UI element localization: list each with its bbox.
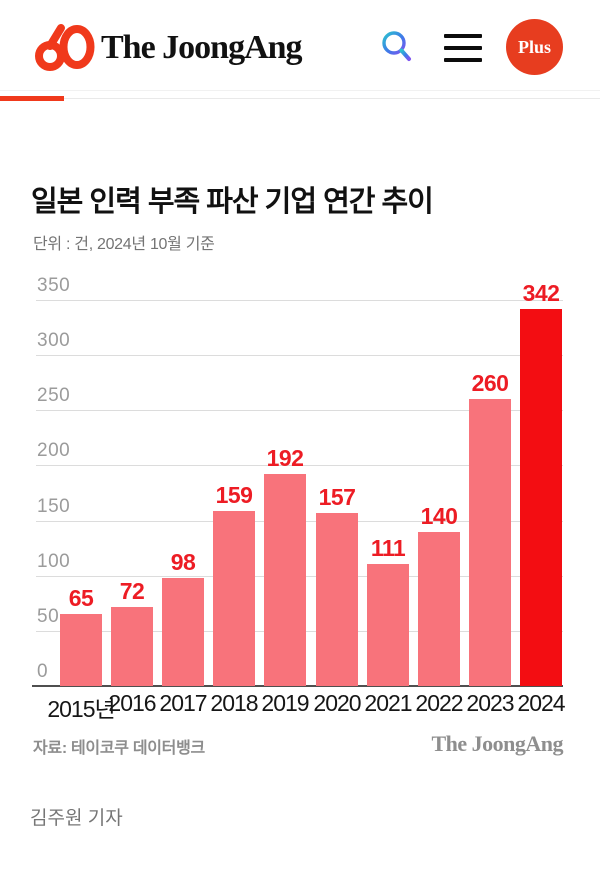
read-progress-fill xyxy=(0,96,64,101)
gridline xyxy=(36,465,563,466)
reporter-byline[interactable]: 김주원 기자 xyxy=(30,808,123,829)
bar-value-label: 342 xyxy=(522,280,560,306)
y-tick-label: 150 xyxy=(37,496,71,517)
chart-bar xyxy=(213,511,255,686)
bar-value-label: 98 xyxy=(170,549,196,575)
bar-value-label: 192 xyxy=(266,445,304,471)
logo-link[interactable]: The JoongAng xyxy=(33,22,303,74)
chart-unit-note: 단위 : 건, 2024년 10월 기준 xyxy=(33,236,215,253)
chart-bar xyxy=(316,513,358,686)
x-axis-label: 2022 xyxy=(415,690,463,716)
menu-bar xyxy=(444,34,482,38)
gridline xyxy=(36,300,563,301)
x-axis-label: 2019 xyxy=(261,690,309,716)
read-progress-track xyxy=(0,98,600,99)
plus-button[interactable]: Plus xyxy=(506,19,563,75)
x-axis-label: 2024 xyxy=(517,690,565,716)
x-axis-label: 2023 xyxy=(466,690,514,716)
header-divider xyxy=(0,90,600,91)
y-tick-label: 0 xyxy=(37,661,49,682)
menu-bar xyxy=(444,58,482,62)
chart-bar xyxy=(162,578,204,686)
bar-value-label: 157 xyxy=(318,484,356,510)
chart-bar xyxy=(111,607,153,686)
chart-bar xyxy=(367,564,409,686)
chart-title: 일본 인력 부족 파산 기업 연간 추이 xyxy=(31,186,434,218)
search-icon[interactable] xyxy=(378,28,416,66)
bar-value-label: 72 xyxy=(119,578,145,604)
menu-bar xyxy=(444,46,482,50)
bar-value-label: 65 xyxy=(68,585,94,611)
bar-value-label: 159 xyxy=(215,482,253,508)
x-axis-label: 2021 xyxy=(364,690,412,716)
x-axis-label: 2017 xyxy=(159,690,207,716)
bar-value-label: 111 xyxy=(370,535,406,561)
y-tick-label: 300 xyxy=(37,330,71,351)
gridline xyxy=(36,355,563,356)
chart-bar xyxy=(264,474,306,686)
y-tick-label: 100 xyxy=(37,551,71,572)
logo-text: The JoongAng xyxy=(101,29,303,66)
gridline xyxy=(36,410,563,411)
x-axis-label: 2016 xyxy=(108,690,156,716)
x-axis-label: 2018 xyxy=(210,690,258,716)
joongang-watermark: The JoongAng xyxy=(431,731,563,756)
chart-bar xyxy=(60,614,102,686)
y-tick-label: 250 xyxy=(37,385,71,406)
y-tick-label: 50 xyxy=(37,606,60,627)
chart-bar xyxy=(469,399,511,686)
x-axis-label: 2020 xyxy=(313,690,361,716)
bar-value-label: 140 xyxy=(420,503,458,529)
chart-bar xyxy=(418,532,460,686)
bar-value-label: 260 xyxy=(471,370,509,396)
chart-bar xyxy=(520,309,562,686)
x-axis-line xyxy=(32,685,563,687)
y-tick-label: 350 xyxy=(37,275,71,296)
chart-source: 자료: 테이코쿠 데이터뱅크 xyxy=(33,740,205,757)
x-axis-label: 2015년 xyxy=(47,696,115,722)
logo-60-icon xyxy=(35,24,95,71)
y-tick-label: 200 xyxy=(37,440,71,461)
menu-icon[interactable] xyxy=(444,34,482,62)
